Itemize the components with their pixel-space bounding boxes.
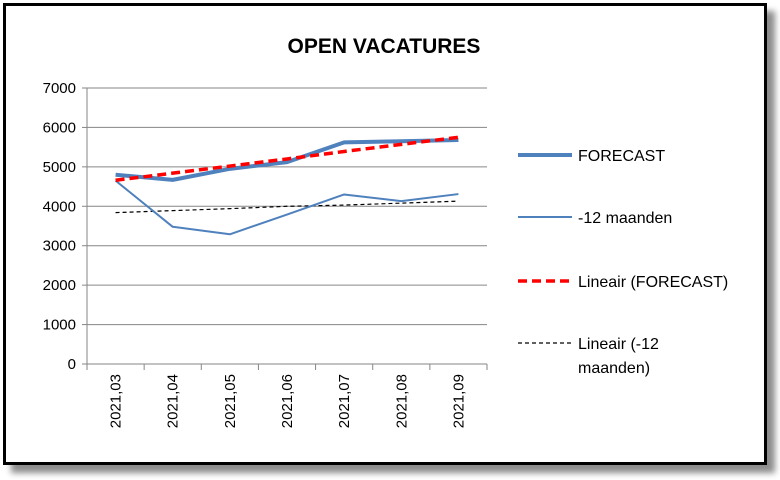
- series-line-1: [114, 179, 459, 236]
- y-tick-label: 5000: [43, 159, 76, 176]
- x-tick-label: 2021,04: [165, 374, 182, 428]
- legend: FORECAST -12 maanden Lineair (FORECAST) Lin…: [518, 148, 728, 377]
- chart-title: OPEN VACATURES: [288, 35, 481, 58]
- series-lines: [114, 135, 459, 236]
- series-line-3: [115, 200, 459, 214]
- series-line-2: [115, 135, 459, 182]
- legend-label: Lineair (FORECAST): [578, 274, 728, 291]
- y-tick-label: 4000: [43, 198, 76, 215]
- series-line-0: [115, 138, 459, 182]
- chart-frame: [3, 3, 767, 465]
- x-tick-label: 2021,07: [336, 374, 353, 428]
- y-tick-label: 2000: [43, 277, 76, 294]
- legend-label: FORECAST: [578, 148, 665, 165]
- x-tick-label: 2021,06: [279, 374, 296, 428]
- gridlines: [86, 87, 487, 365]
- x-tick-label: 2021,05: [222, 374, 239, 428]
- y-tick-label: 0: [68, 356, 76, 373]
- x-tick-label: 2021,08: [393, 374, 410, 428]
- x-axis-ticks: 2021,03 2021,04 2021,05 2021,06 2021,07 2021,…: [86, 364, 488, 428]
- y-axis-ticks: 0 1000 2000 3000 4000 5000 6000 7000: [43, 80, 87, 373]
- x-tick-label: 2021,03: [108, 374, 125, 428]
- x-tick-label: 2021,09: [450, 374, 467, 428]
- y-tick-label: 6000: [43, 119, 76, 136]
- y-tick-label: 7000: [43, 80, 76, 97]
- y-tick-label: 3000: [43, 238, 76, 255]
- legend-label: maanden): [578, 360, 650, 377]
- y-tick-label: 1000: [43, 317, 76, 334]
- legend-label: Lineair (-12: [578, 336, 659, 353]
- legend-label: -12 maanden: [578, 210, 672, 227]
